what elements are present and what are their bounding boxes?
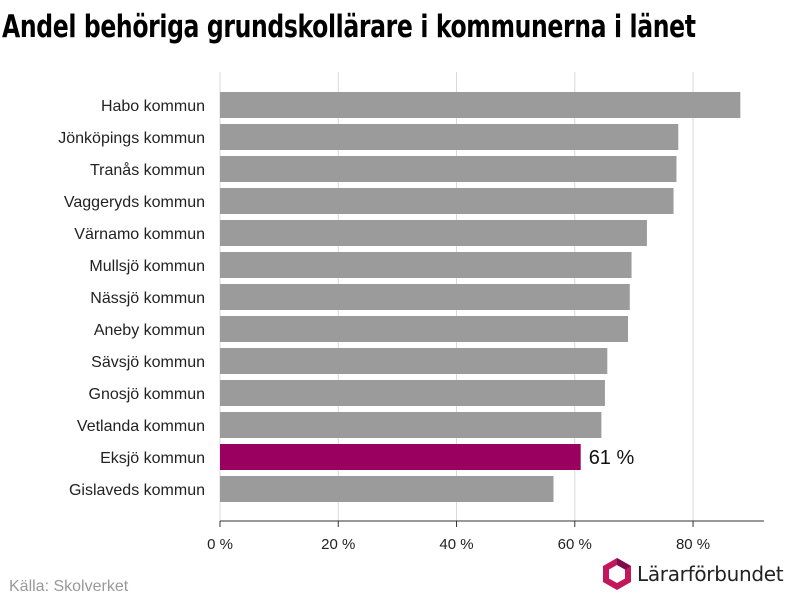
x-axis-ticks: 0 % 20 % 40 % 60 % 80 % xyxy=(207,521,710,553)
x-tick-label: 0 % xyxy=(207,536,233,553)
category-label: Jönköpings kommun xyxy=(58,130,205,147)
category-label: Nässjö kommun xyxy=(90,290,205,307)
brand-logo: Lärarförbundet xyxy=(601,556,784,592)
category-label: Vetlanda kommun xyxy=(77,418,205,435)
category-label: Tranås kommun xyxy=(90,161,205,179)
annotations: 61 % xyxy=(589,447,635,469)
bar-highlighted xyxy=(220,444,581,470)
bar xyxy=(220,188,674,214)
bar xyxy=(220,348,608,374)
x-tick-label: 60 % xyxy=(558,536,592,553)
bar xyxy=(220,380,605,406)
hexagon-logo-icon xyxy=(603,558,631,590)
bar xyxy=(220,284,630,310)
category-label: Eksjö kommun xyxy=(100,450,205,467)
bar xyxy=(220,316,628,342)
bar xyxy=(220,156,677,182)
bar xyxy=(220,220,647,246)
x-tick-label: 20 % xyxy=(321,536,355,553)
category-labels: Habo kommun Jönköpings kommun Tranås kommu… xyxy=(58,98,205,499)
category-label: Sävsjö kommun xyxy=(91,354,205,371)
logo-text: Lärarförbundet xyxy=(637,562,784,586)
category-label: Gislaveds kommun xyxy=(69,482,205,499)
x-tick-label: 40 % xyxy=(439,536,473,553)
source-note: Källa: Skolverket xyxy=(9,578,129,595)
bar xyxy=(220,92,741,118)
bar xyxy=(220,124,679,150)
category-label: Habo kommun xyxy=(101,98,205,115)
category-label: Aneby kommun xyxy=(94,322,205,339)
category-label: Mullsjö kommun xyxy=(89,258,205,275)
category-label: Vaggeryds kommun xyxy=(64,194,205,211)
category-label: Värnamo kommun xyxy=(74,226,205,243)
bars xyxy=(220,92,741,502)
category-label: Gnosjö kommun xyxy=(89,386,206,403)
bar xyxy=(220,252,632,278)
data-label: 61 % xyxy=(589,447,635,469)
bar xyxy=(220,412,602,438)
bar xyxy=(220,476,554,502)
x-tick-label: 80 % xyxy=(676,536,710,553)
chart-title: Andel behöriga grundskollärare i kommune… xyxy=(2,9,696,45)
